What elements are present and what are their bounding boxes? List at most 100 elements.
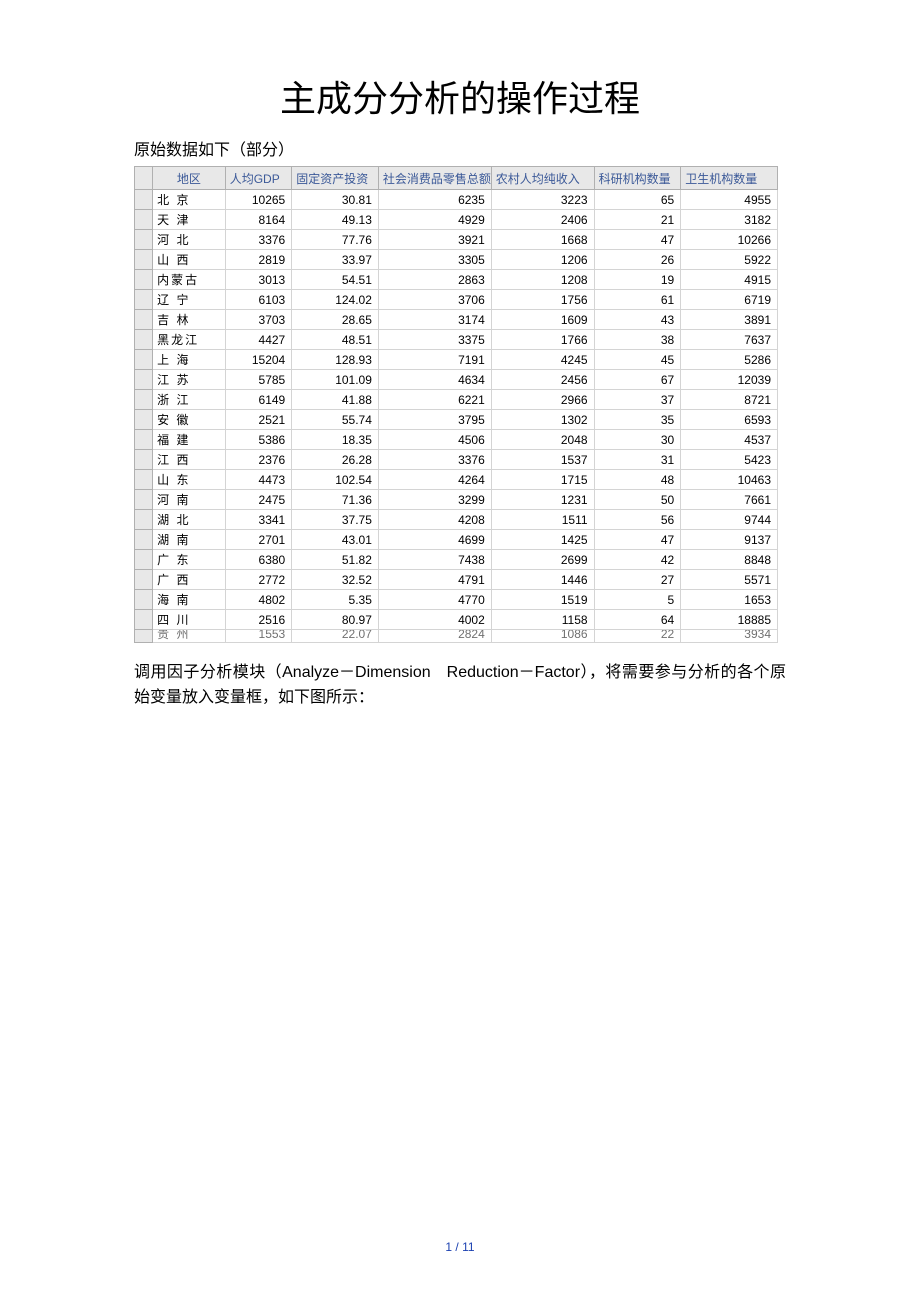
value-cell: 4699 [378, 530, 491, 550]
value-cell: 5922 [681, 250, 778, 270]
table-row: 黑龙江442748.5133751766387637 [135, 330, 778, 350]
value-cell: 3341 [225, 510, 292, 530]
value-cell: 6103 [225, 290, 292, 310]
value-cell: 22 [594, 630, 681, 643]
value-cell: 4208 [378, 510, 491, 530]
region-cell: 福 建 [153, 430, 226, 450]
value-cell: 2966 [491, 390, 594, 410]
region-cell: 江 西 [153, 450, 226, 470]
value-cell: 2521 [225, 410, 292, 430]
region-cell: 内蒙古 [153, 270, 226, 290]
table-row: 广 东638051.8274382699428848 [135, 550, 778, 570]
col-header: 人均GDP [225, 167, 292, 190]
value-cell: 42 [594, 550, 681, 570]
row-marker [135, 290, 153, 310]
value-cell: 2863 [378, 270, 491, 290]
region-cell: 黑龙江 [153, 330, 226, 350]
value-cell: 5 [594, 590, 681, 610]
instruction-paragraph: 调用因子分析模块（Analyze－Dimension Reduction－Fac… [134, 661, 786, 711]
value-cell: 28.65 [292, 310, 379, 330]
value-cell: 1231 [491, 490, 594, 510]
value-cell: 77.76 [292, 230, 379, 250]
value-cell: 101.09 [292, 370, 379, 390]
value-cell: 4955 [681, 190, 778, 210]
value-cell: 47 [594, 530, 681, 550]
value-cell: 43.01 [292, 530, 379, 550]
value-cell: 7438 [378, 550, 491, 570]
value-cell: 3182 [681, 210, 778, 230]
row-marker [135, 190, 153, 210]
table-row: 辽 宁6103124.0237061756616719 [135, 290, 778, 310]
region-cell: 安 徽 [153, 410, 226, 430]
value-cell: 2699 [491, 550, 594, 570]
value-cell: 18.35 [292, 430, 379, 450]
value-cell: 7191 [378, 350, 491, 370]
value-cell: 4264 [378, 470, 491, 490]
value-cell: 37.75 [292, 510, 379, 530]
col-header: 地区 [153, 167, 226, 190]
value-cell: 2406 [491, 210, 594, 230]
value-cell: 48 [594, 470, 681, 490]
region-cell: 湖 南 [153, 530, 226, 550]
table-row: 北 京1026530.8162353223654955 [135, 190, 778, 210]
value-cell: 3375 [378, 330, 491, 350]
value-cell: 3891 [681, 310, 778, 330]
region-cell: 浙 江 [153, 390, 226, 410]
value-cell: 71.36 [292, 490, 379, 510]
value-cell: 80.97 [292, 610, 379, 630]
value-cell: 128.93 [292, 350, 379, 370]
region-cell: 天 津 [153, 210, 226, 230]
value-cell: 1766 [491, 330, 594, 350]
row-marker [135, 610, 153, 630]
table-row: 浙 江614941.8862212966378721 [135, 390, 778, 410]
value-cell: 1537 [491, 450, 594, 470]
row-marker [135, 430, 153, 450]
row-marker [135, 590, 153, 610]
region-cell: 江 苏 [153, 370, 226, 390]
value-cell: 56 [594, 510, 681, 530]
value-cell: 4929 [378, 210, 491, 230]
col-header: 科研机构数量 [594, 167, 681, 190]
value-cell: 2376 [225, 450, 292, 470]
row-marker [135, 350, 153, 370]
value-cell: 26 [594, 250, 681, 270]
value-cell: 9137 [681, 530, 778, 550]
row-marker [135, 530, 153, 550]
row-marker [135, 330, 153, 350]
value-cell: 51.82 [292, 550, 379, 570]
table-row: 福 建538618.3545062048304537 [135, 430, 778, 450]
value-cell: 1206 [491, 250, 594, 270]
value-cell: 43 [594, 310, 681, 330]
value-cell: 5423 [681, 450, 778, 470]
row-marker [135, 630, 153, 643]
region-cell: 北 京 [153, 190, 226, 210]
table-row: 吉 林370328.6531741609433891 [135, 310, 778, 330]
value-cell: 6149 [225, 390, 292, 410]
region-cell: 贵 州 [153, 630, 226, 643]
value-cell: 65 [594, 190, 681, 210]
col-header: 农村人均纯收入 [491, 167, 594, 190]
value-cell: 5.35 [292, 590, 379, 610]
value-cell: 30.81 [292, 190, 379, 210]
value-cell: 49.13 [292, 210, 379, 230]
region-cell: 上 海 [153, 350, 226, 370]
value-cell: 4537 [681, 430, 778, 450]
table-row: 湖 南270143.0146991425479137 [135, 530, 778, 550]
value-cell: 1208 [491, 270, 594, 290]
value-cell: 6719 [681, 290, 778, 310]
row-marker [135, 370, 153, 390]
region-cell: 四 川 [153, 610, 226, 630]
table-row: 内蒙古301354.5128631208194915 [135, 270, 778, 290]
row-marker [135, 410, 153, 430]
value-cell: 4802 [225, 590, 292, 610]
value-cell: 32.52 [292, 570, 379, 590]
value-cell: 4427 [225, 330, 292, 350]
value-cell: 6380 [225, 550, 292, 570]
value-cell: 3934 [681, 630, 778, 643]
value-cell: 2048 [491, 430, 594, 450]
value-cell: 6235 [378, 190, 491, 210]
value-cell: 1668 [491, 230, 594, 250]
value-cell: 1446 [491, 570, 594, 590]
value-cell: 1086 [491, 630, 594, 643]
page-title: 主成分分析的操作过程 [90, 70, 830, 122]
